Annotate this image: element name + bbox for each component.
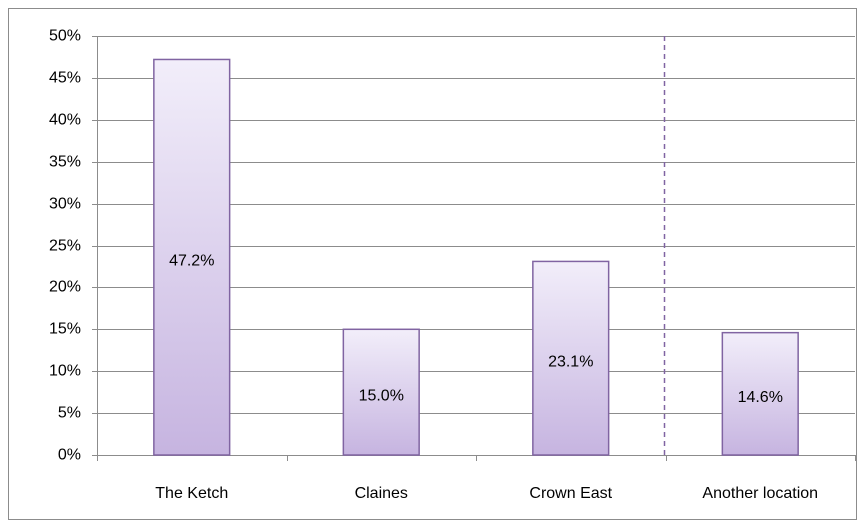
chart-frame	[8, 8, 857, 520]
y-tick-label: 40%	[49, 112, 81, 129]
y-tick-label: 5%	[58, 405, 81, 422]
y-tick-label: 45%	[49, 70, 81, 87]
bar	[153, 58, 231, 456]
y-tick-label: 20%	[49, 279, 81, 296]
data-label: 23.1%	[548, 353, 593, 370]
y-tick-label: 30%	[49, 196, 81, 213]
y-tick-label: 35%	[49, 154, 81, 171]
bar	[721, 331, 799, 456]
x-tick-label: The Ketch	[155, 485, 228, 502]
y-tick-label: 25%	[49, 238, 81, 255]
bar	[532, 260, 610, 456]
y-tick-label: 10%	[49, 363, 81, 380]
data-label: 14.6%	[738, 389, 783, 406]
x-tick-label: Another location	[702, 485, 818, 502]
data-label: 47.2%	[169, 252, 214, 269]
bar	[342, 328, 420, 456]
data-label: 15.0%	[359, 387, 404, 404]
y-tick-label: 15%	[49, 321, 81, 338]
y-tick-label: 0%	[58, 447, 81, 464]
x-tick-label: Claines	[355, 485, 408, 502]
y-tick-label: 50%	[49, 28, 81, 45]
x-tick-label: Crown East	[529, 485, 612, 502]
